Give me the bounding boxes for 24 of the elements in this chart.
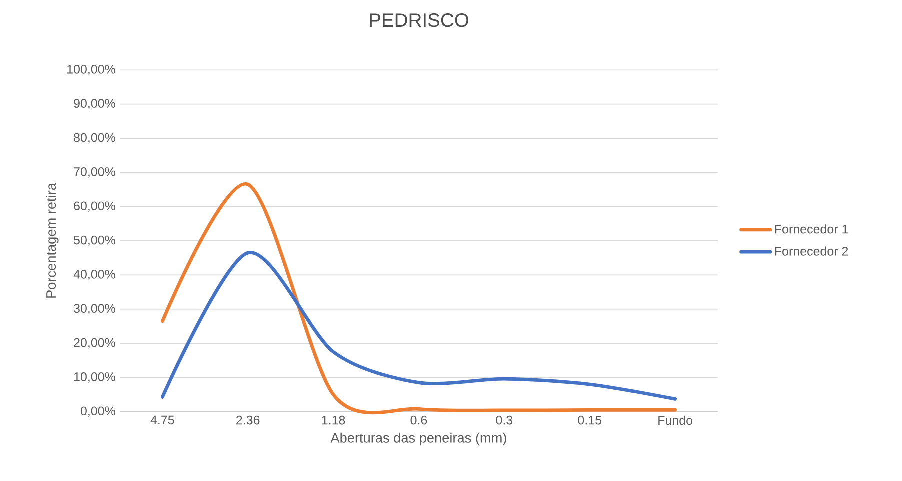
chart-title: PEDRISCO	[370, 14, 468, 28]
legend-label: Fornecedor 2	[775, 246, 848, 256]
legend-label: Fornecedor 1	[775, 224, 848, 234]
x-axis-title: Aberturas das peneiras (mm)	[330, 433, 506, 446]
line-series	[160, 251, 678, 402]
y-tick-label: 20,00%	[74, 338, 116, 349]
x-tick-label: 1.18	[322, 416, 346, 425]
y-tick-label: 60,00%	[74, 202, 116, 212]
y-tick-label: 40,00%	[74, 270, 116, 280]
x-tick-label: 0.6	[410, 416, 428, 425]
y-tick-label: 10,00%	[74, 372, 116, 383]
y-tick-label: 70,00%	[74, 168, 116, 178]
y-tick-label: 50,00%	[74, 236, 116, 246]
y-tick-label: 100,00%	[68, 65, 116, 76]
y-tick-label: 30,00%	[74, 304, 116, 315]
x-tick-label: Fundo	[658, 416, 692, 426]
y-tick-label: 90,00%	[74, 99, 116, 110]
y-tick-label: 0,00%	[80, 406, 116, 418]
y-tick-label: 80,00%	[74, 133, 116, 144]
x-tick-label: 4.75	[150, 416, 174, 425]
x-tick-label: 2.36	[236, 416, 260, 425]
y-axis-title: Porcentagem retira	[46, 183, 59, 298]
x-tick-label: 0.3	[496, 416, 513, 425]
x-tick-label: 0.15	[578, 416, 602, 425]
